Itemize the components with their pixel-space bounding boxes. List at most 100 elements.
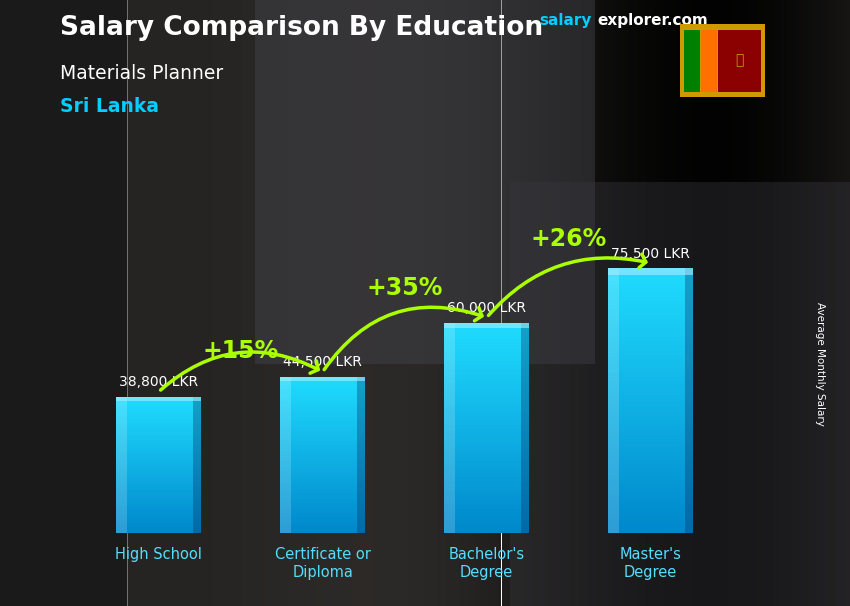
Bar [444,518,530,520]
Bar [444,510,530,512]
Text: 38,800 LKR: 38,800 LKR [119,376,198,390]
Bar [612,0,616,606]
Bar [353,0,357,606]
Bar [38,0,42,606]
Text: 44,500 LKR: 44,500 LKR [283,356,362,370]
Bar [116,438,201,440]
Bar [116,496,201,498]
Bar [608,424,694,427]
Bar [64,0,68,606]
Bar [162,0,166,606]
Bar [298,0,302,606]
Bar [116,472,201,474]
Bar [808,0,812,606]
Bar [116,531,201,533]
Bar [444,420,530,423]
Bar [280,377,366,379]
Bar [444,465,530,467]
Bar [319,0,323,606]
Bar [116,409,201,411]
Bar [444,531,530,533]
Bar [116,487,201,489]
Bar [116,516,201,518]
Bar [608,268,619,533]
Bar [357,377,366,533]
Bar [116,511,201,513]
Bar [434,0,438,606]
Bar [191,0,196,606]
Bar [116,479,201,481]
Bar [116,481,201,482]
Bar [81,0,85,606]
Bar [608,481,694,484]
Bar [314,0,319,606]
Bar [444,418,530,420]
Bar [468,0,472,606]
Bar [752,0,756,606]
Bar [608,493,694,497]
Bar [280,461,366,463]
Bar [444,499,530,502]
Text: salary: salary [540,13,592,28]
Bar [116,424,201,426]
Bar [116,441,201,443]
Bar [444,528,530,531]
Bar [268,0,272,606]
Bar [280,393,366,395]
Bar [480,0,484,606]
Bar [116,440,201,441]
Bar [280,459,366,461]
Bar [116,422,201,424]
Bar [89,0,94,606]
Bar [608,510,694,513]
Bar [521,323,530,533]
Bar [444,388,530,391]
Bar [608,305,694,308]
Bar [586,0,591,606]
Bar [21,0,26,606]
Bar [444,488,530,491]
Bar [444,459,530,462]
Bar [280,506,366,508]
Bar [444,441,530,444]
Bar [816,0,820,606]
Bar [812,0,816,606]
Bar [444,362,530,365]
Bar [110,0,115,606]
Bar [756,0,761,606]
Bar [608,351,694,355]
Bar [444,396,530,399]
Bar [444,373,530,375]
Bar [116,416,201,418]
Bar [608,381,694,384]
Bar [200,0,204,606]
Bar [280,527,366,530]
Bar [608,338,694,341]
Bar [608,298,694,302]
Bar [684,30,700,92]
Bar [259,0,264,606]
Bar [608,358,694,361]
Bar [225,0,230,606]
Bar [463,0,468,606]
Bar [280,500,366,502]
Bar [68,0,72,606]
Bar [280,457,366,459]
Bar [116,447,201,448]
Bar [842,0,846,606]
Bar [484,0,489,606]
Bar [116,451,201,453]
Bar [280,444,366,445]
Bar [280,397,366,399]
Bar [444,347,530,349]
Bar [116,520,201,521]
Bar [565,0,570,606]
Bar [272,0,276,606]
Bar [230,0,234,606]
Bar [778,0,782,606]
Bar [116,435,201,436]
Bar [116,458,201,460]
Bar [280,383,366,385]
Bar [116,402,201,404]
Bar [608,527,694,530]
